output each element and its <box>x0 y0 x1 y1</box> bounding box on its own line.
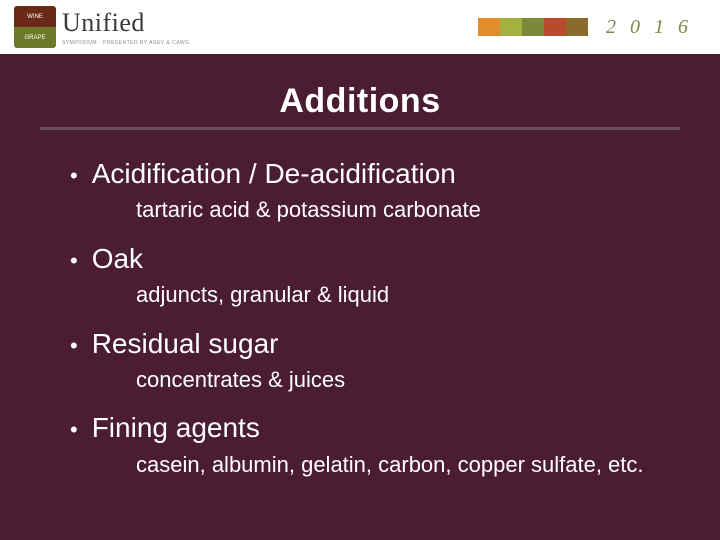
list-item: • Fining agents casein, albumin, gelatin… <box>70 412 660 479</box>
list-item: • Residual sugar concentrates & juices <box>70 328 660 395</box>
logo-block: WINE GRAPE Unified SYMPOSIUM · PRESENTED… <box>14 6 189 48</box>
item-subtext: concentrates & juices <box>136 366 656 395</box>
item-subtext: casein, albumin, gelatin, carbon, copper… <box>136 451 656 480</box>
list-item: • Oak adjuncts, granular & liquid <box>70 243 660 310</box>
list-item: • Acidification / De-acidification tarta… <box>70 158 660 225</box>
bullet-icon: • <box>70 165 78 187</box>
year-label: 2016 <box>588 16 702 39</box>
item-subtext: tartaric acid & potassium carbonate <box>136 196 656 225</box>
content-region: • Acidification / De-acidification tarta… <box>0 138 720 479</box>
bullet-line: • Acidification / De-acidification <box>70 158 660 190</box>
slide-title: Additions <box>40 82 680 127</box>
title-underline <box>40 127 680 130</box>
bullet-icon: • <box>70 250 78 272</box>
bullet-line: • Oak <box>70 243 660 275</box>
bullet-line: • Residual sugar <box>70 328 660 360</box>
logo-text-block: Unified SYMPOSIUM · PRESENTED BY ASEV & … <box>62 8 189 46</box>
accent-strip-icon <box>478 18 588 36</box>
bullet-icon: • <box>70 335 78 357</box>
logo-wordmark: Unified <box>62 8 189 38</box>
item-title: Oak <box>92 243 143 275</box>
logo-shield-icon: WINE GRAPE <box>14 6 56 48</box>
header-bar: WINE GRAPE Unified SYMPOSIUM · PRESENTED… <box>0 0 720 54</box>
logo-shield-top: WINE <box>14 6 56 27</box>
item-title: Residual sugar <box>92 328 279 360</box>
bullet-line: • Fining agents <box>70 412 660 444</box>
item-subtext: adjuncts, granular & liquid <box>136 281 656 310</box>
bullet-icon: • <box>70 419 78 441</box>
slide: WINE GRAPE Unified SYMPOSIUM · PRESENTED… <box>0 0 720 540</box>
logo-subline: SYMPOSIUM · PRESENTED BY ASEV & CAWG <box>62 40 189 46</box>
title-region: Additions <box>0 54 720 138</box>
logo-shield-bot: GRAPE <box>14 27 56 48</box>
header-right: 2016 <box>478 16 702 39</box>
item-title: Acidification / De-acidification <box>92 158 456 190</box>
item-title: Fining agents <box>92 412 260 444</box>
